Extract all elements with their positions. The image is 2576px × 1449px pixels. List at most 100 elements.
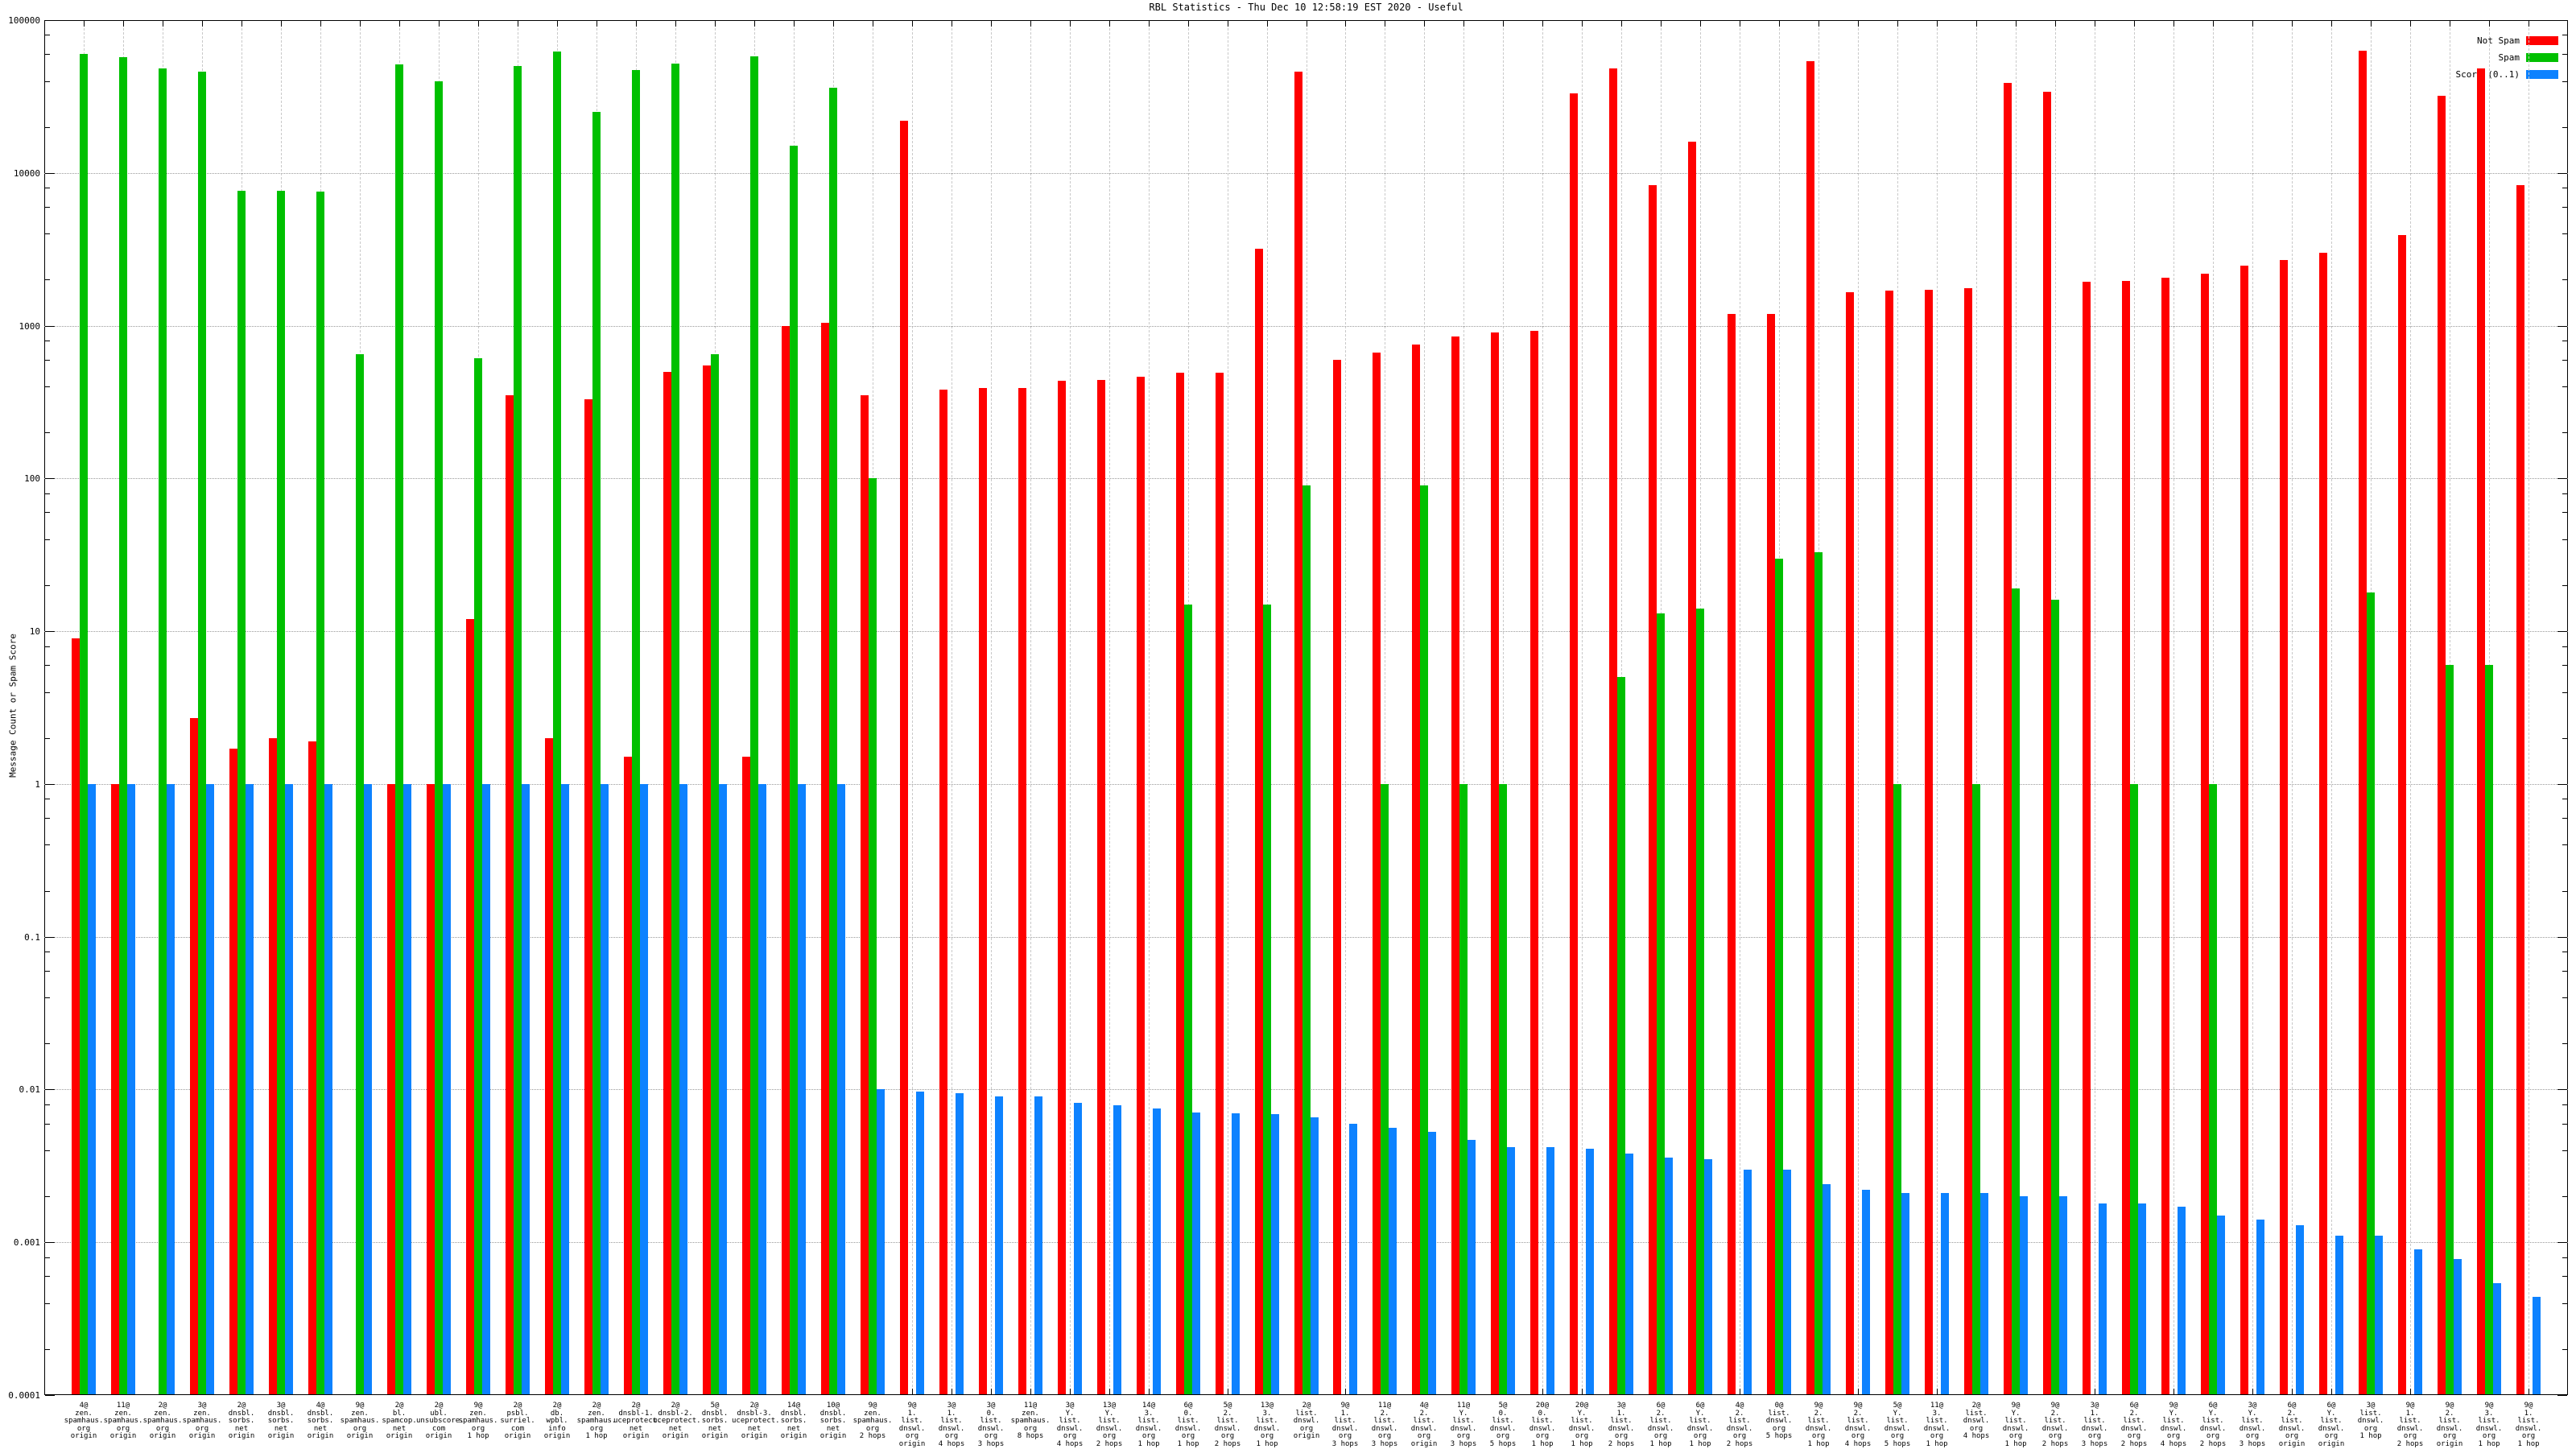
bar-not-spam (2359, 51, 2367, 1394)
bar-not-spam (1451, 336, 1459, 1394)
y-minor-tick-left (45, 1124, 50, 1125)
y-tick-label: 0.0001 (8, 1390, 40, 1401)
x-category-label: 6@ 2. list. dnswl. org 1 hop (1647, 1402, 1674, 1448)
bar-spam (1184, 604, 1192, 1394)
bar-spam (750, 56, 758, 1394)
x-category-label: 3@ Y. list. dnswl. org 3 hops (2239, 1402, 2266, 1448)
bar-score (2493, 1283, 2501, 1394)
vertical-gridline (2331, 20, 2332, 1395)
chart-title: RBL Statistics - Thu Dec 10 12:58:19 EST… (1149, 2, 1463, 13)
vertical-gridline (1463, 20, 1464, 1395)
x-tick-top (1345, 20, 1346, 27)
bar-spam (1814, 551, 1823, 1394)
x-category-label: 2@ zen. spamhaus. org 1 hop (576, 1402, 617, 1440)
bar-spam (1657, 613, 1665, 1394)
bar-not-spam (2516, 185, 2524, 1394)
legend-item-not-spam: Not Spam (2456, 32, 2558, 49)
bar-score (2414, 1249, 2422, 1394)
x-category-label: 14@ 3. list. dnswl. org 1 hop (1135, 1402, 1162, 1448)
x-category-label: 3@ 1. list. dnswl. org 4 hops (938, 1402, 965, 1448)
bar-not-spam (229, 749, 237, 1394)
x-category-label: 9@ zen. spamhaus. org 2 hops (852, 1402, 893, 1440)
vertical-gridline (1542, 20, 1543, 1395)
x-tick-bottom (1149, 1389, 1150, 1395)
y-tick-right (2557, 1395, 2567, 1396)
bar-not-spam (1018, 388, 1026, 1394)
bar-not-spam (2201, 273, 2209, 1394)
bar-not-spam (2122, 280, 2130, 1394)
y-tick-right (2557, 631, 2567, 632)
bar-not-spam (427, 783, 435, 1394)
x-tick-bottom (1030, 1389, 1031, 1395)
bar-score (1507, 1146, 1515, 1394)
x-tick-top (2213, 20, 2214, 27)
bar-not-spam (1530, 331, 1538, 1394)
x-tick-top (2489, 20, 2490, 27)
bar-not-spam (1294, 72, 1302, 1394)
x-category-label: 6@ 2. list. dnswl. org 2 hops (2120, 1402, 2148, 1448)
x-tick-top (320, 20, 321, 27)
bar-spam (869, 478, 877, 1394)
bar-score (1862, 1190, 1870, 1394)
bar-score (2099, 1203, 2107, 1394)
bar-not-spam (1097, 380, 1105, 1394)
bar-not-spam (1373, 352, 1381, 1394)
x-category-label: 5@ 0. list. dnswl. org 5 hops (1489, 1402, 1517, 1448)
x-tick-top (439, 20, 440, 27)
bar-not-spam (2161, 277, 2169, 1394)
bar-score (2454, 1258, 2462, 1394)
y-minor-tick-left (45, 971, 50, 972)
x-tick-top (1030, 20, 1031, 27)
bar-spam (1617, 677, 1625, 1394)
x-category-label: 9@ zen. spamhaus. org 1 hop (458, 1402, 498, 1440)
y-minor-tick-right (2562, 665, 2567, 666)
x-tick-top (360, 20, 361, 27)
bar-score (1389, 1128, 1397, 1394)
x-tick-top (1700, 20, 1701, 27)
bar-spam (829, 88, 837, 1394)
bar-score (1311, 1117, 1319, 1394)
x-category-label: 3@ 1. list. dnswl. org 3 hops (2081, 1402, 2108, 1448)
bar-spam (198, 72, 206, 1394)
bar-not-spam (1925, 290, 1933, 1394)
x-tick-bottom (1542, 1389, 1543, 1395)
x-category-label: 11@ zen. spamhaus. org 8 hops (1010, 1402, 1051, 1440)
x-tick-top (1188, 20, 1189, 27)
y-minor-tick-right (2562, 891, 2567, 892)
vertical-gridline (1503, 20, 1504, 1395)
legend-item-spam: Spam (2456, 49, 2558, 66)
x-category-label: 20@ Y. list. dnswl. org 1 hop (1568, 1402, 1596, 1448)
bar-spam (277, 191, 285, 1394)
x-category-label: 2@ db. wpbl. info origin (543, 1402, 571, 1440)
bar-not-spam (545, 737, 553, 1394)
vertical-gridline (991, 20, 992, 1395)
x-tick-top (2292, 20, 2293, 27)
y-minor-tick-left (45, 1303, 50, 1304)
y-minor-tick-left (45, 493, 50, 494)
bar-not-spam (584, 398, 592, 1394)
x-tick-top (2410, 20, 2411, 27)
y-minor-tick-right (2562, 279, 2567, 280)
vertical-gridline (1937, 20, 1938, 1395)
y-minor-tick-left (45, 692, 50, 693)
x-tick-top (1937, 20, 1938, 27)
bar-spam (2051, 600, 2059, 1394)
x-category-label: 9@ 1. list. dnswl. org 3 hops (1331, 1402, 1359, 1448)
x-category-label: 2@ psbl. surriel. com origin (500, 1402, 535, 1440)
y-minor-tick-right (2562, 1257, 2567, 1258)
y-tick-label: 100 (24, 473, 40, 484)
bar-spam (1972, 783, 1980, 1394)
bar-not-spam (2280, 259, 2288, 1394)
bar-spam (159, 68, 167, 1394)
y-tick-label: 10 (29, 626, 40, 637)
y-tick-label: 0.001 (13, 1237, 40, 1248)
y-minor-tick-right (2562, 432, 2567, 433)
bar-spam (790, 146, 798, 1394)
x-category-label: 2@ zen. spamhaus. org origin (142, 1402, 183, 1440)
bar-score (1704, 1158, 1712, 1394)
x-tick-top (1897, 20, 1898, 27)
plot-area (44, 20, 2568, 1395)
bar-score (1034, 1096, 1042, 1394)
y-minor-tick-left (45, 1150, 50, 1151)
bar-spam (1263, 604, 1271, 1394)
